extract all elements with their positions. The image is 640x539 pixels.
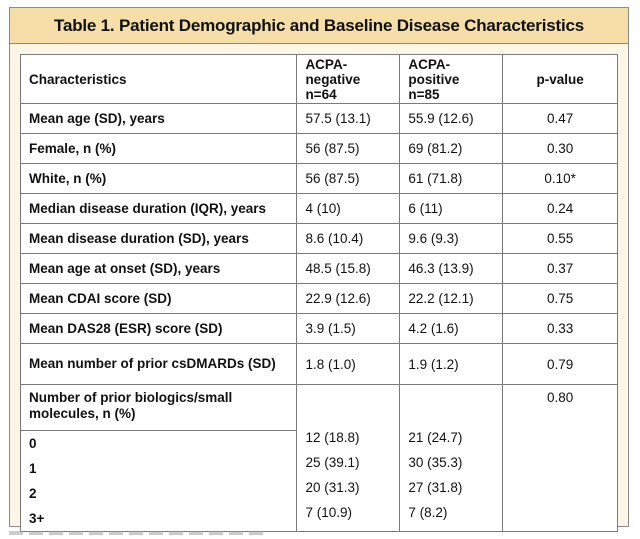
cell-acpa-positive: 55.9 (12.6) — [399, 103, 504, 134]
cell-acpa-positive: 69 (81.2) — [399, 133, 504, 164]
group-level-row: 1 — [19, 456, 618, 481]
cell-acpa-positive: 6 (11) — [399, 193, 504, 224]
cell-acpa-negative: 1.8 (1.0) — [296, 343, 401, 385]
table-row: Mean number of prior csDMARDs (SD) 1.8 (… — [19, 343, 618, 385]
table-row: Mean disease duration (SD), years 8.6 (1… — [19, 223, 618, 254]
level-acpa-negative: 20 (31.3) — [305, 480, 360, 495]
cell-p-value: 0.33 — [502, 313, 618, 344]
table-row: White, n (%) 56 (87.5) 61 (71.8) 0.10* — [19, 163, 618, 194]
row-label: Mean disease duration (SD), years — [19, 223, 298, 254]
cell-p-value: 0.37 — [502, 253, 618, 284]
row-label: Female, n (%) — [19, 133, 298, 164]
table-row: Median disease duration (IQR), years 4 (… — [19, 193, 618, 224]
level-acpa-positive: 30 (35.3) — [408, 455, 463, 470]
cell-p-value: 0.79 — [502, 343, 618, 385]
cell-p-value: 0.55 — [502, 223, 618, 254]
header-characteristics: Characteristics — [19, 54, 298, 104]
level-label: 1 — [19, 456, 298, 481]
level-acpa-positive: 27 (31.8) — [408, 480, 463, 495]
table-row: Mean age at onset (SD), years 48.5 (15.8… — [19, 253, 618, 284]
cell-acpa-positive: 9.6 (9.3) — [399, 223, 504, 254]
table-row: Female, n (%) 56 (87.5) 69 (81.2) 0.30 — [19, 133, 618, 164]
row-label: Mean CDAI score (SD) — [19, 283, 298, 314]
row-label: Mean age at onset (SD), years — [19, 253, 298, 284]
table-frame: Table 1. Patient Demographic and Baselin… — [9, 7, 629, 532]
level-acpa-negative: 7 (10.9) — [305, 505, 352, 520]
table-row: Mean age (SD), years 57.5 (13.1) 55.9 (1… — [19, 103, 618, 134]
cell-acpa-positive: 1.9 (1.2) — [399, 343, 504, 385]
cell-acpa-negative: 3.9 (1.5) — [296, 313, 401, 344]
row-label: Mean DAS28 (ESR) score (SD) — [19, 313, 298, 344]
cell-acpa-negative: 4 (10) — [296, 193, 401, 224]
cell-acpa-negative: 56 (87.5) — [296, 163, 401, 194]
header-acpa-negative: ACPA-negative n=64 — [296, 54, 401, 104]
level-label: 0 — [19, 430, 298, 456]
table-title: Table 1. Patient Demographic and Baselin… — [10, 8, 628, 44]
cropped-footnote-line — [9, 531, 269, 535]
level-acpa-negative: 12 (18.8) — [305, 430, 360, 445]
table-row: Mean CDAI score (SD) 22.9 (12.6) 22.2 (1… — [19, 283, 618, 314]
cell-acpa-positive: 46.3 (13.9) — [399, 253, 504, 284]
row-label: Mean age (SD), years — [19, 103, 298, 134]
cell-p-value: 0.47 — [502, 103, 618, 134]
level-label: 2 — [19, 481, 298, 506]
table-header-row: Characteristics ACPA-negative n=64 ACPA-… — [19, 54, 618, 104]
group-acpa-positive-column: 21 (24.7) 30 (35.3) 27 (31.8) 7 (8.2) — [399, 384, 504, 532]
characteristics-table: Characteristics ACPA-negative n=64 ACPA-… — [19, 54, 618, 532]
cell-p-value: 0.75 — [502, 283, 618, 314]
level-acpa-negative: 25 (39.1) — [305, 455, 360, 470]
group-p-value: 0.80 — [502, 384, 618, 532]
cell-acpa-negative: 56 (87.5) — [296, 133, 401, 164]
table-row: Mean DAS28 (ESR) score (SD) 3.9 (1.5) 4.… — [19, 313, 618, 344]
group-level-row: 2 — [19, 481, 618, 506]
group-header-row: Number of prior biologics/small molecule… — [19, 384, 618, 532]
cell-acpa-negative: 22.9 (12.6) — [296, 283, 401, 314]
level-label: 3+ — [19, 506, 298, 532]
header-acpa-positive: ACPA-positive n=85 — [399, 54, 504, 104]
cell-acpa-negative: 8.6 (10.4) — [296, 223, 401, 254]
cell-p-value: 0.30 — [502, 133, 618, 164]
level-acpa-positive: 7 (8.2) — [408, 505, 448, 520]
cell-acpa-positive: 61 (71.8) — [399, 163, 504, 194]
row-label: White, n (%) — [19, 163, 298, 194]
cell-acpa-negative: 48.5 (15.8) — [296, 253, 401, 284]
row-label: Median disease duration (IQR), years — [19, 193, 298, 224]
group-acpa-negative-column: 12 (18.8) 25 (39.1) 20 (31.3) 7 (10.9) — [296, 384, 401, 532]
cell-acpa-negative: 57.5 (13.1) — [296, 103, 401, 134]
group-label: Number of prior biologics/small molecule… — [19, 384, 298, 431]
cell-p-value: 0.24 — [502, 193, 618, 224]
cell-p-value: 0.10* — [502, 163, 618, 194]
level-acpa-positive: 21 (24.7) — [408, 430, 463, 445]
group-level-row: 0 — [19, 430, 618, 456]
row-label: Mean number of prior csDMARDs (SD) — [19, 343, 298, 385]
cell-acpa-positive: 4.2 (1.6) — [399, 313, 504, 344]
header-p-value: p-value — [502, 54, 618, 104]
cell-acpa-positive: 22.2 (12.1) — [399, 283, 504, 314]
